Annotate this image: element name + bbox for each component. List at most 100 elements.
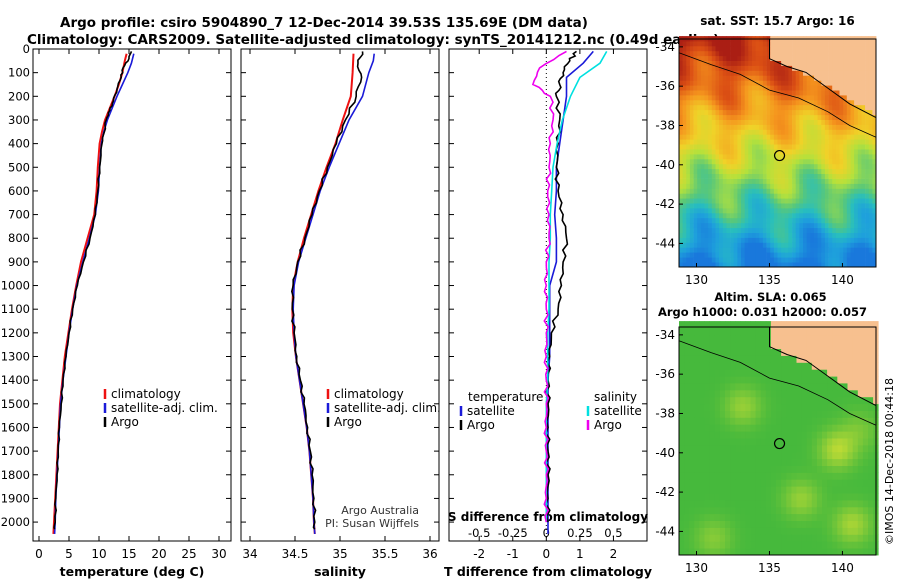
ocean-cell bbox=[719, 247, 724, 253]
ocean-cell bbox=[854, 119, 859, 125]
ocean-cell bbox=[737, 114, 742, 120]
land-cell bbox=[865, 70, 870, 76]
ocean-cell bbox=[704, 355, 710, 363]
ocean-cell bbox=[744, 95, 749, 101]
ocean-cell bbox=[740, 444, 746, 453]
ocean-cell bbox=[689, 99, 694, 106]
ocean-cell bbox=[810, 134, 815, 140]
ocean-cell bbox=[704, 70, 709, 76]
land-cell bbox=[817, 45, 822, 52]
ocean-cell bbox=[846, 242, 851, 248]
ocean-cell bbox=[709, 513, 716, 521]
ocean-cell bbox=[725, 410, 731, 418]
ocean-cell bbox=[719, 389, 726, 398]
ocean-cell bbox=[750, 548, 756, 556]
ocean-cell bbox=[795, 178, 800, 184]
ocean-cell bbox=[741, 222, 745, 229]
ocean-cell bbox=[806, 438, 813, 446]
ocean-cell bbox=[759, 173, 764, 179]
ocean-cell bbox=[766, 173, 771, 179]
ocean-cell bbox=[824, 149, 829, 155]
ocean-cell bbox=[733, 144, 738, 150]
ocean-cell bbox=[719, 383, 726, 391]
ocean-cell bbox=[759, 163, 764, 170]
ocean-cell bbox=[748, 119, 753, 125]
ocean-cell bbox=[776, 403, 782, 411]
ocean-cell bbox=[776, 362, 782, 370]
ocean-cell bbox=[708, 70, 713, 76]
ocean-cell bbox=[689, 369, 695, 377]
ocean-cell bbox=[686, 50, 691, 57]
ocean-cell bbox=[770, 348, 777, 356]
ocean-cell bbox=[745, 500, 751, 508]
land-cell bbox=[777, 55, 782, 61]
ocean-cell bbox=[748, 80, 753, 86]
ocean-cell bbox=[679, 493, 685, 501]
ocean-cell bbox=[755, 410, 762, 418]
ocean-cell bbox=[711, 222, 716, 229]
ocean-cell bbox=[697, 158, 702, 165]
land-cell bbox=[850, 70, 855, 76]
ocean-cell bbox=[868, 479, 874, 487]
ocean-cell bbox=[854, 163, 859, 170]
ocean-cell bbox=[693, 163, 698, 170]
ocean-cell bbox=[762, 198, 767, 204]
ocean-cell bbox=[828, 114, 833, 120]
ocean-cell bbox=[730, 158, 735, 165]
ocean-cell bbox=[839, 212, 844, 219]
ocean-cell bbox=[689, 222, 694, 229]
ocean-cell bbox=[704, 222, 709, 229]
ocean-cell bbox=[821, 119, 826, 125]
ocean-cell bbox=[719, 50, 724, 57]
ocean-cell bbox=[679, 410, 685, 418]
ocean-cell bbox=[784, 75, 789, 81]
ocean-cell bbox=[824, 183, 829, 189]
legend-label: Argo bbox=[594, 418, 622, 432]
ocean-cell bbox=[708, 99, 713, 106]
ocean-cell bbox=[711, 70, 716, 76]
ocean-cell bbox=[792, 158, 797, 165]
ocean-cell bbox=[788, 109, 793, 116]
ocean-cell bbox=[694, 376, 700, 384]
ocean-cell bbox=[773, 75, 778, 81]
land-cell bbox=[854, 70, 859, 76]
land-cell bbox=[781, 334, 787, 343]
land-cell bbox=[781, 348, 787, 356]
land-cell bbox=[868, 104, 873, 111]
ocean-cell bbox=[857, 173, 862, 179]
ocean-cell bbox=[777, 208, 782, 214]
ocean-cell bbox=[796, 541, 802, 549]
ocean-cell bbox=[792, 242, 797, 248]
ocean-cell bbox=[684, 548, 690, 556]
ocean-cell bbox=[693, 212, 698, 219]
ocean-cell bbox=[847, 541, 853, 549]
land-cell bbox=[868, 65, 873, 71]
ocean-cell bbox=[719, 369, 726, 377]
land-cell bbox=[862, 328, 869, 336]
ocean-cell bbox=[854, 193, 859, 199]
ocean-cell bbox=[719, 500, 726, 508]
ocean-cell bbox=[679, 362, 685, 370]
ocean-cell bbox=[766, 217, 771, 224]
ocean-cell bbox=[843, 193, 848, 199]
ocean-cell bbox=[862, 520, 869, 528]
ocean-cell bbox=[862, 513, 869, 521]
ocean-cell bbox=[843, 232, 848, 238]
ocean-cell bbox=[801, 465, 808, 473]
ocean-cell bbox=[719, 109, 724, 116]
ocean-cell bbox=[810, 262, 815, 268]
ocean-cell bbox=[801, 389, 808, 398]
ocean-cell bbox=[792, 149, 797, 155]
ocean-cell bbox=[686, 80, 691, 86]
ocean-cell bbox=[810, 217, 815, 224]
ocean-cell bbox=[791, 479, 797, 487]
ocean-cell bbox=[719, 149, 724, 155]
ocean-cell bbox=[799, 208, 804, 214]
ocean-cell bbox=[781, 237, 786, 243]
ocean-cell bbox=[700, 168, 705, 174]
ocean-cell bbox=[697, 149, 702, 155]
ocean-cell bbox=[704, 376, 710, 384]
ocean-cell bbox=[694, 548, 700, 556]
ocean-cell bbox=[806, 242, 811, 248]
ocean-cell bbox=[786, 513, 792, 521]
